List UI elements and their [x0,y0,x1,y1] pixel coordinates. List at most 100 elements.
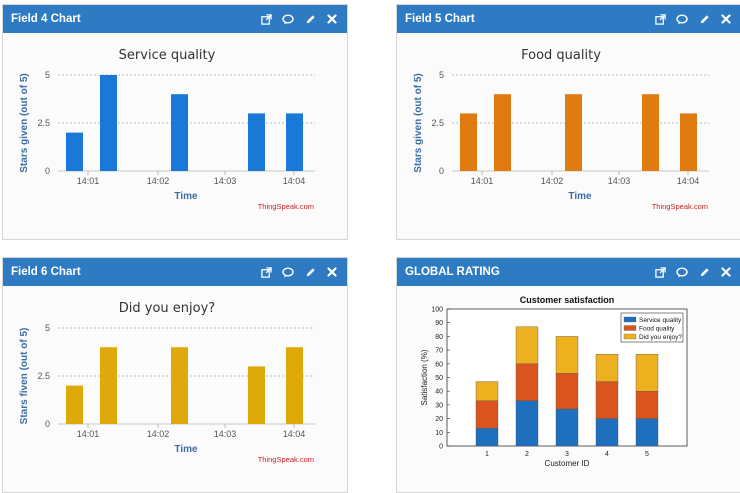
close-icon[interactable] [325,12,339,26]
y-tick-label: 0 [439,166,444,176]
panel-title: Field 5 Chart [405,13,475,25]
stacked-bar-segment [515,400,539,447]
service-quality-chart: Service quality 0 2.5 5 14:01 14:02 14:03 14:04… [19,48,315,211]
x-tick-label: 14:01 [77,176,100,186]
bar [642,94,659,171]
y-tick-label: 60 [435,361,443,368]
bar [286,347,303,424]
panel-header: Field 5 Chart [397,5,740,33]
x-tick-label: 14:04 [677,176,700,186]
y-tick-label: 2.5 [431,118,444,128]
stacked-bar-segment [475,400,499,429]
chart-title: Service quality [119,48,216,63]
stacked-bar-segment [595,354,619,382]
pencil-icon[interactable] [303,265,317,279]
panel-actions [653,12,733,26]
x-tick-label: 14:02 [541,176,564,186]
y-tick-label: 5 [45,70,50,80]
panel-actions [259,265,339,279]
external-link-icon[interactable] [653,12,667,26]
legend-swatch [623,333,637,340]
comment-icon[interactable] [281,265,295,279]
y-tick-label: 80 [435,334,443,341]
y-tick-label: 0 [439,444,443,451]
stacked-bar-segment [635,390,659,419]
field-4-chart-panel: Field 4 Chart Service quality 0 2.5 5 14:01 1… [2,4,348,240]
external-link-icon[interactable] [653,265,667,279]
credit-link: ThingSpeak.com [258,455,314,464]
close-icon[interactable] [719,12,733,26]
external-link-icon[interactable] [259,12,273,26]
x-tick-label: 2 [525,451,529,458]
x-tick-label: 14:01 [77,429,100,439]
pencil-icon[interactable] [697,265,711,279]
y-tick-label: 5 [45,323,50,333]
panel-actions [653,265,733,279]
y-tick-label: 0 [45,419,50,429]
y-tick-label: 2.5 [37,371,50,381]
stacked-bar-segment [475,381,499,401]
pencil-icon[interactable] [697,12,711,26]
y-tick-label: 10 [435,430,443,437]
bar [171,94,188,171]
chart-title: Did you enjoy? [119,301,215,316]
y-tick-label: 20 [435,416,443,423]
panel-title: GLOBAL RATING [405,266,500,278]
y-tick-label: 50 [435,375,443,382]
credit-link: ThingSpeak.com [258,202,314,211]
x-axis-title: Time [568,191,592,202]
external-link-icon[interactable] [259,265,273,279]
panel-header: Field 6 Chart [3,258,347,286]
legend-label: Food quality [639,326,675,333]
pencil-icon[interactable] [303,12,317,26]
y-tick-label: 100 [431,307,443,314]
stacked-bar-segment [555,408,579,447]
chart-title: Food quality [521,48,601,63]
y-tick-label: 5 [439,70,444,80]
bar [248,113,265,171]
comment-icon[interactable] [675,12,689,26]
stacked-bar-segment [635,354,659,392]
bar [100,347,117,424]
x-tick-label: 14:03 [608,176,631,186]
panel-header: GLOBAL RATING [397,258,740,286]
x-tick-label: 1 [485,451,489,458]
x-axis-title: Time [174,191,198,202]
panel-header: Field 4 Chart [3,5,347,33]
panel-actions [259,12,339,26]
y-axis-title: Stars given (out of 5) [413,73,424,172]
close-icon[interactable] [325,265,339,279]
panel-title: Field 6 Chart [11,266,81,278]
bar [460,113,477,171]
y-tick-label: 70 [435,348,443,355]
chart-title: Customer satisfaction [520,295,615,305]
y-tick-label: 0 [45,166,50,176]
x-axis-title: Time [174,444,198,455]
global-rating-panel: GLOBAL RATING Customer satisfaction 0 10 20… [396,257,740,493]
x-tick-label: 14:01 [471,176,494,186]
field-6-chart-panel: Field 6 Chart Did you enjoy? 0 2.5 5 14:01 14… [2,257,348,493]
x-tick-label: 14:02 [147,176,170,186]
comment-icon[interactable] [675,265,689,279]
x-tick-label: 14:04 [283,429,306,439]
stacked-bar-segment [595,381,619,419]
legend-label: Service quality [639,317,682,324]
stacked-bar-segment [475,427,499,447]
x-tick-label: 4 [605,451,609,458]
bar [66,385,83,424]
x-tick-label: 14:02 [147,429,170,439]
y-tick-label: 40 [435,389,443,396]
field-5-chart-panel: Field 5 Chart Food quality 0 2.5 5 14:01 14:0… [396,4,740,240]
bar [286,113,303,171]
comment-icon[interactable] [281,12,295,26]
close-icon[interactable] [719,265,733,279]
y-axis-title: Stars given (out of 5) [19,73,30,172]
legend-swatch [623,325,637,331]
stacked-bar-segment [555,373,579,410]
x-tick-label: 14:03 [214,176,237,186]
bar [565,94,582,171]
stacked-bar-segment [595,418,619,447]
bar [171,347,188,424]
y-tick-label: 2.5 [37,118,50,128]
x-tick-label: 3 [565,451,569,458]
